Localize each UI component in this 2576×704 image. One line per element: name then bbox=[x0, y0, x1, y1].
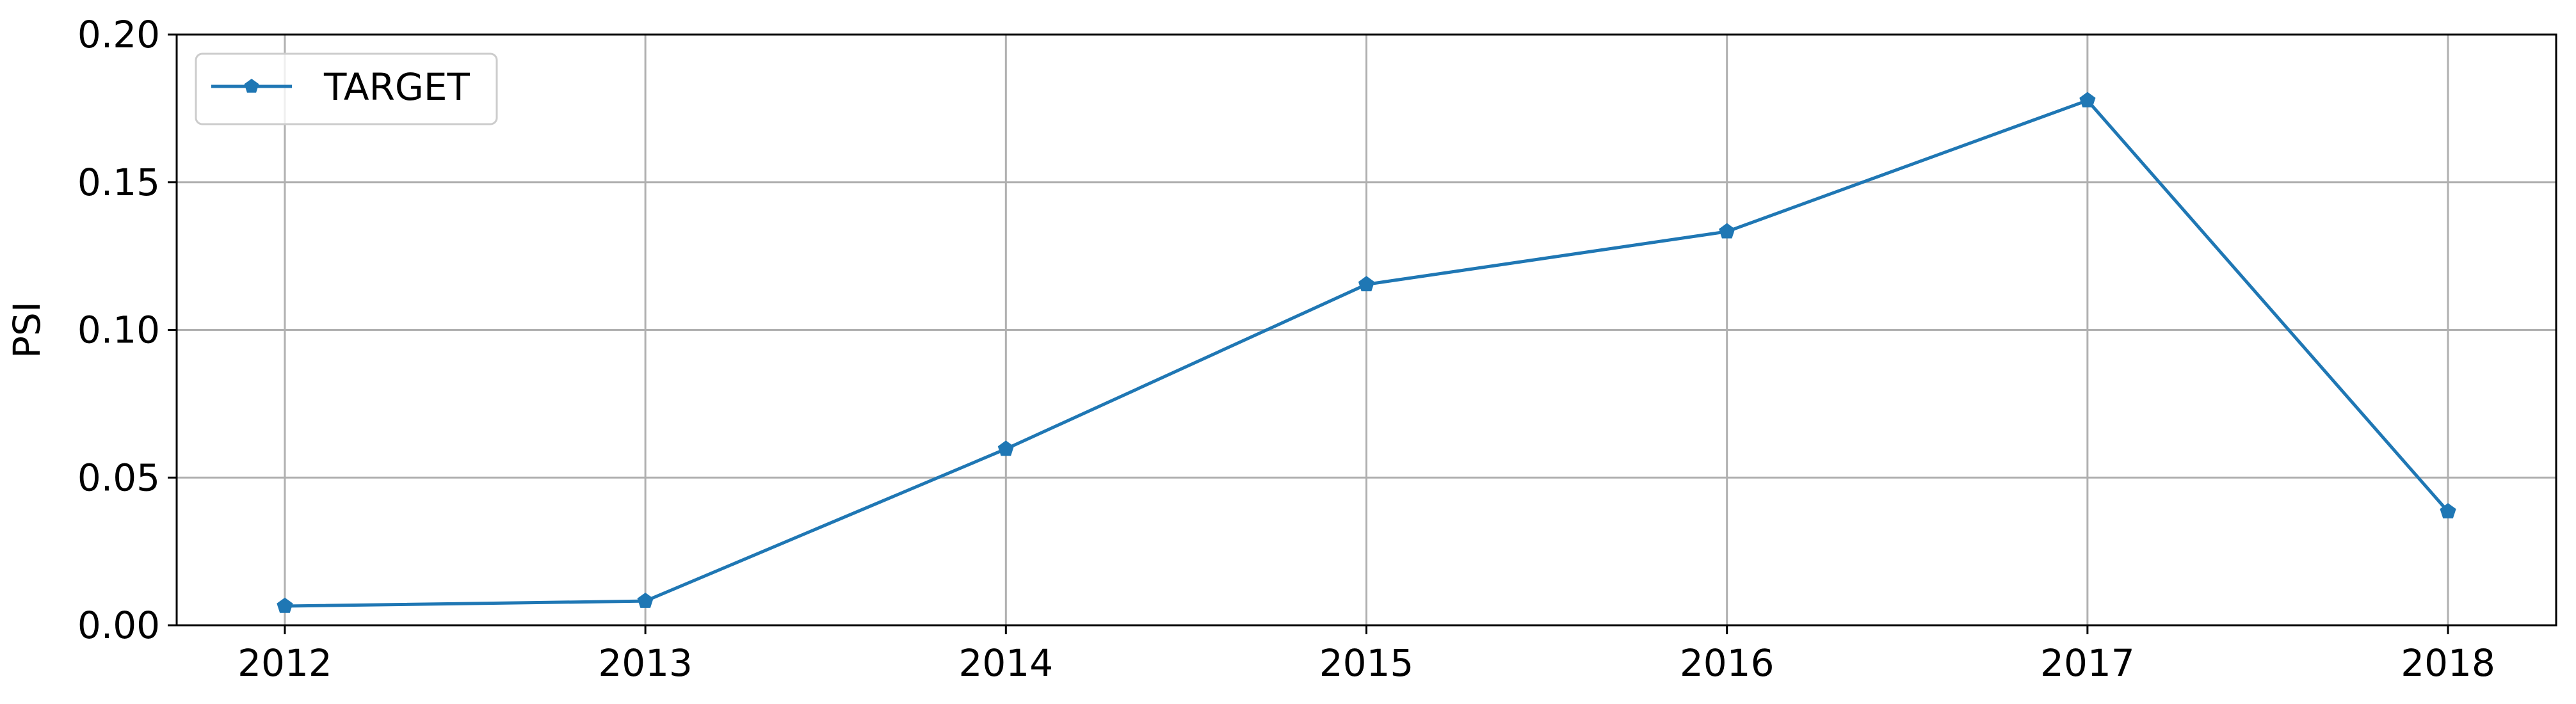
y-tick-label: 0.05 bbox=[77, 456, 160, 499]
data-point bbox=[1719, 223, 1735, 239]
x-tick-label: 2015 bbox=[1319, 641, 1414, 685]
y-tick-label: 0.10 bbox=[77, 308, 160, 352]
legend-label: TARGET bbox=[323, 65, 470, 109]
data-point bbox=[2079, 92, 2096, 108]
axis-ticks: 2012 2013 2014 2015 2016 2017 2018 0.00 0.05 0.10… bbox=[77, 13, 2495, 685]
x-tick-label: 2018 bbox=[2401, 641, 2495, 685]
data-point bbox=[637, 592, 654, 608]
data-point bbox=[277, 597, 293, 613]
legend: TARGET bbox=[195, 52, 498, 125]
y-axis-label: PSI bbox=[5, 301, 49, 358]
y-tick-label: 0.20 bbox=[77, 13, 160, 56]
data-point bbox=[997, 440, 1014, 456]
y-tick-label: 0.15 bbox=[77, 161, 160, 204]
legend-box bbox=[195, 52, 498, 125]
y-tick-label: 0.00 bbox=[77, 604, 160, 647]
x-tick-label: 2017 bbox=[2040, 641, 2135, 685]
data-point bbox=[1358, 276, 1375, 292]
x-tick-label: 2013 bbox=[598, 641, 693, 685]
series-layer bbox=[277, 92, 2456, 613]
x-tick-label: 2014 bbox=[959, 641, 1054, 685]
grid-lines bbox=[177, 33, 2556, 627]
x-tick-label: 2016 bbox=[1680, 641, 1775, 685]
data-point bbox=[2440, 503, 2456, 518]
x-tick-label: 2012 bbox=[237, 641, 332, 685]
legend-marker-sample bbox=[244, 79, 259, 93]
